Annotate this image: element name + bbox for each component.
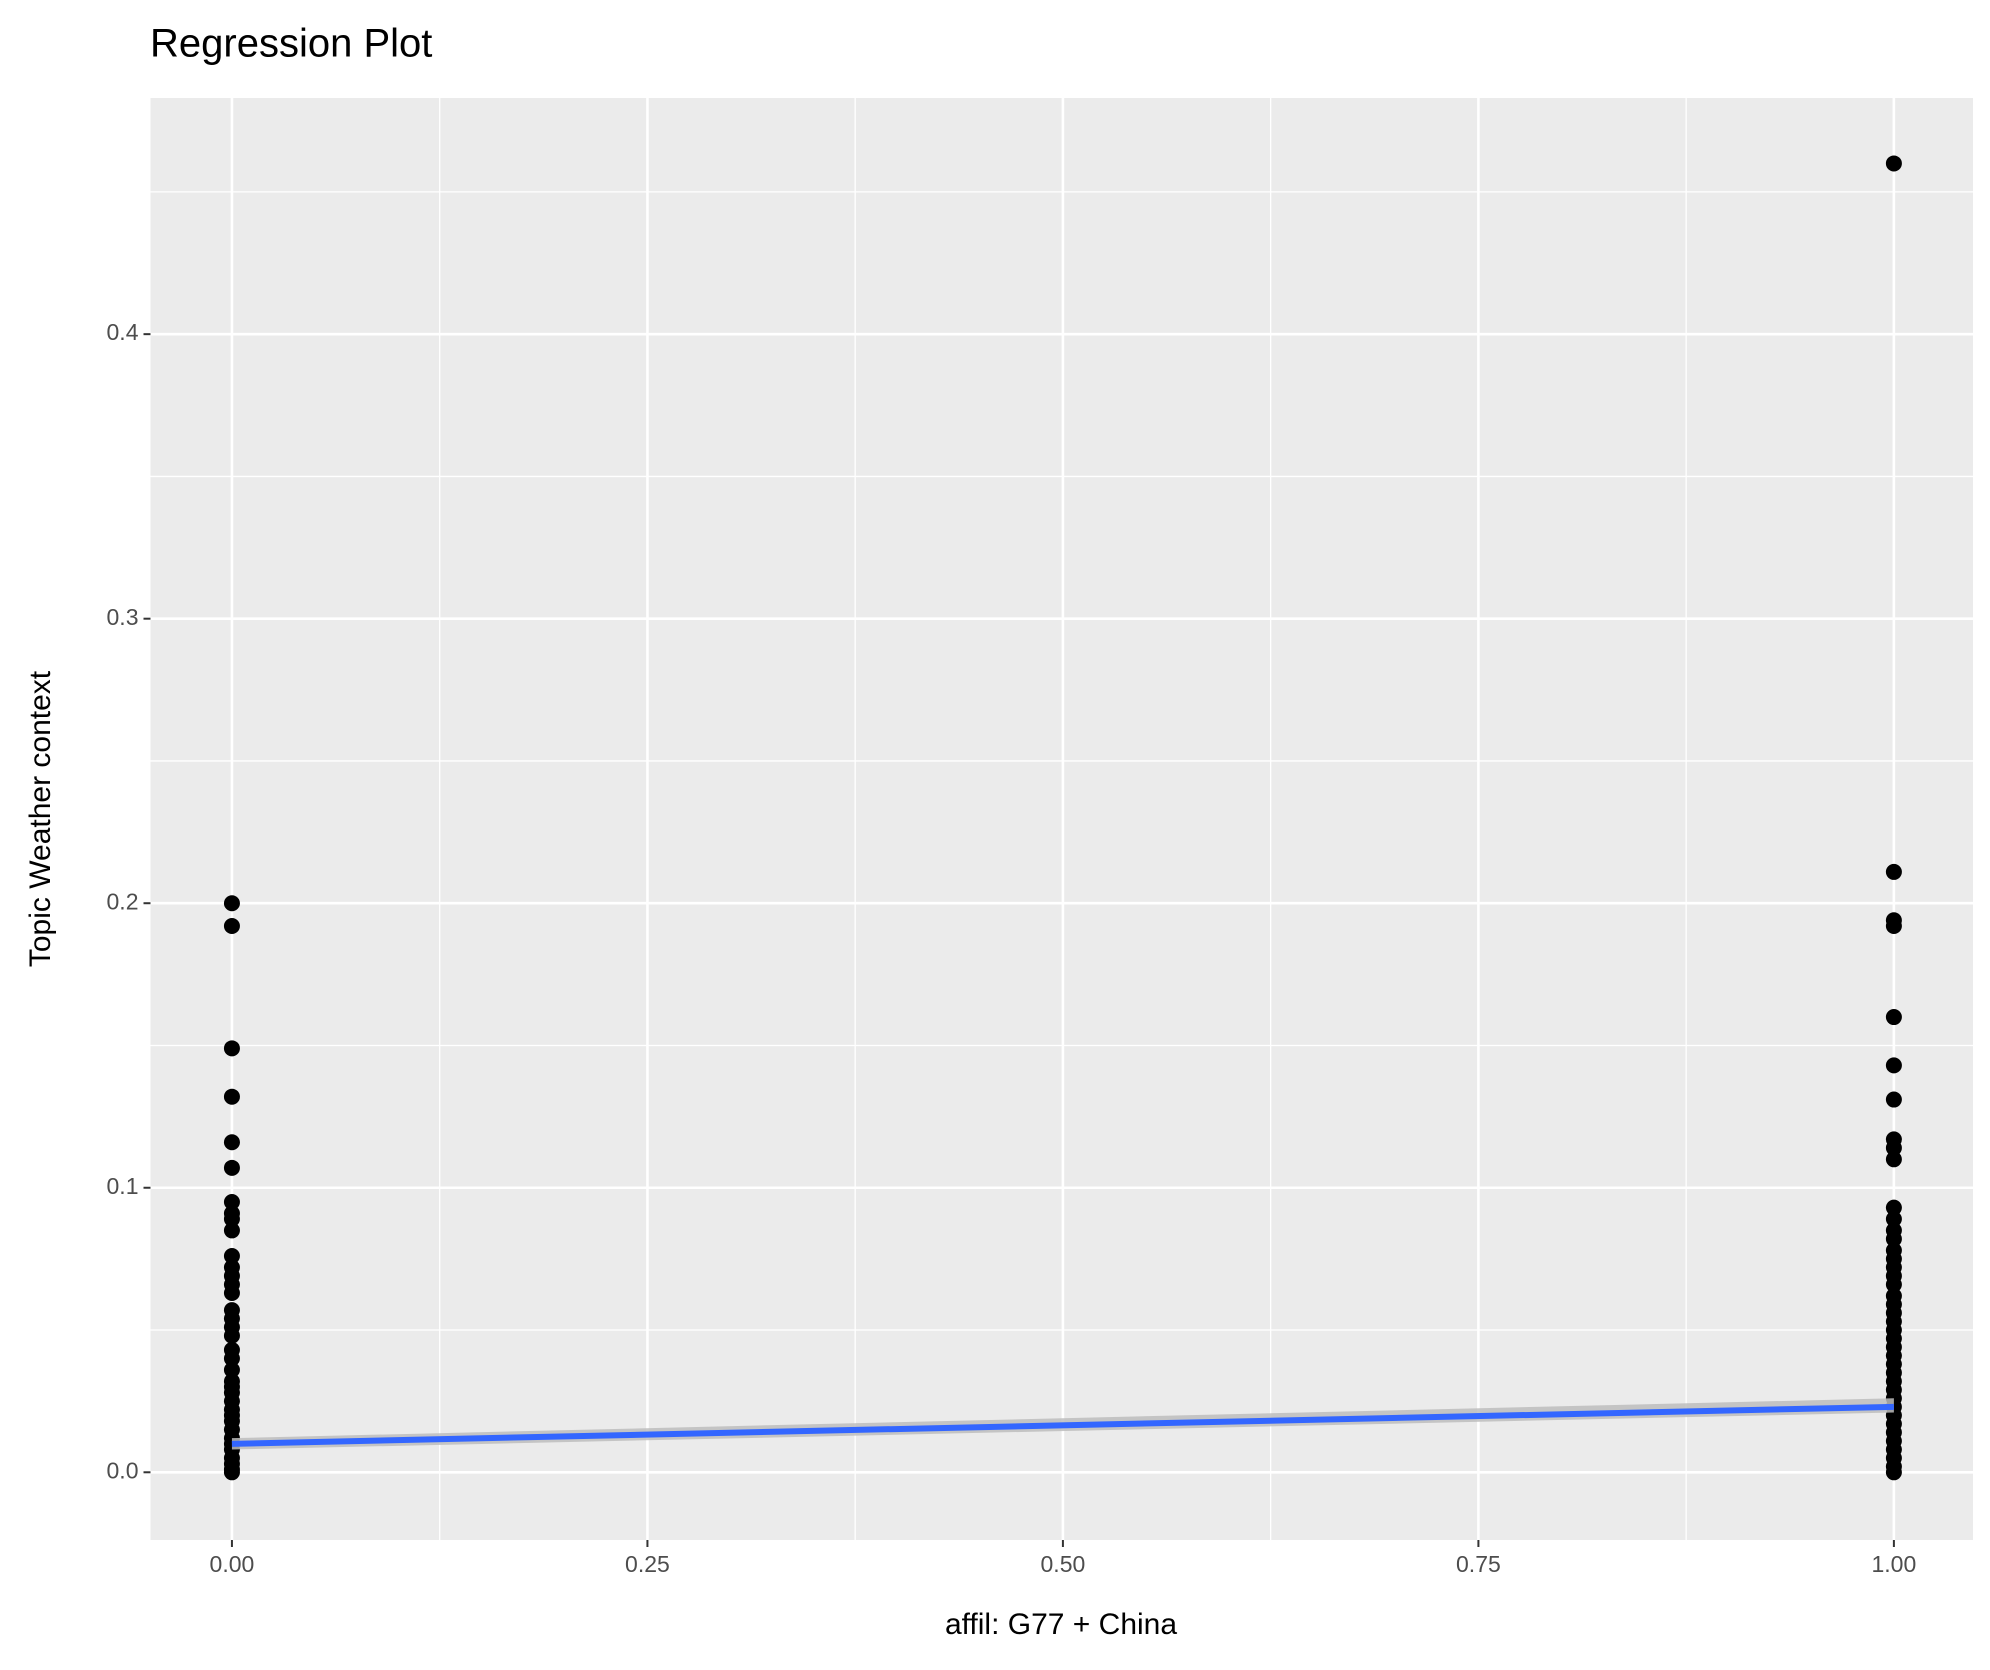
point (1885, 1009, 1902, 1026)
point (1885, 917, 1902, 934)
point (223, 1159, 240, 1176)
point (223, 1088, 240, 1105)
point (223, 917, 240, 934)
y-tick-label: 0.0 (107, 1457, 139, 1483)
point (1885, 1464, 1902, 1481)
x-tick-label: 1.00 (1872, 1551, 1917, 1577)
y-tick-label: 0.3 (107, 604, 139, 630)
point (1885, 155, 1902, 172)
x-tick-label: 0.50 (1041, 1551, 1086, 1577)
point (223, 1222, 240, 1239)
point (223, 1193, 240, 1210)
point (1885, 1151, 1902, 1168)
y-tick-label: 0.1 (107, 1173, 139, 1199)
point (1885, 1057, 1902, 1074)
point (223, 1134, 240, 1151)
y-tick-label: 0.2 (107, 888, 139, 914)
point (223, 1211, 240, 1228)
point (223, 1327, 240, 1344)
point (223, 895, 240, 912)
x-tick-label: 0.00 (210, 1551, 255, 1577)
point (223, 1040, 240, 1057)
point (223, 1464, 240, 1481)
y-tick-label: 0.4 (107, 319, 139, 345)
chart-title: Regression Plot (150, 22, 432, 66)
x-tick-label: 0.25 (625, 1551, 670, 1577)
regression-line (231, 1403, 1894, 1447)
point (223, 1361, 240, 1378)
point (1885, 863, 1902, 880)
point (1885, 1091, 1902, 1108)
point (1885, 1211, 1902, 1228)
point (223, 1350, 240, 1367)
x-tick-label: 0.75 (1456, 1551, 1501, 1577)
y-axis-title: Topic Weather context (24, 670, 57, 967)
x-axis-title: affil: G77 + China (945, 1608, 1177, 1641)
point (1885, 1276, 1902, 1293)
point (1885, 1199, 1902, 1216)
point (223, 1285, 240, 1302)
point (223, 1248, 240, 1265)
point (1885, 1139, 1902, 1156)
point (1885, 1230, 1902, 1247)
